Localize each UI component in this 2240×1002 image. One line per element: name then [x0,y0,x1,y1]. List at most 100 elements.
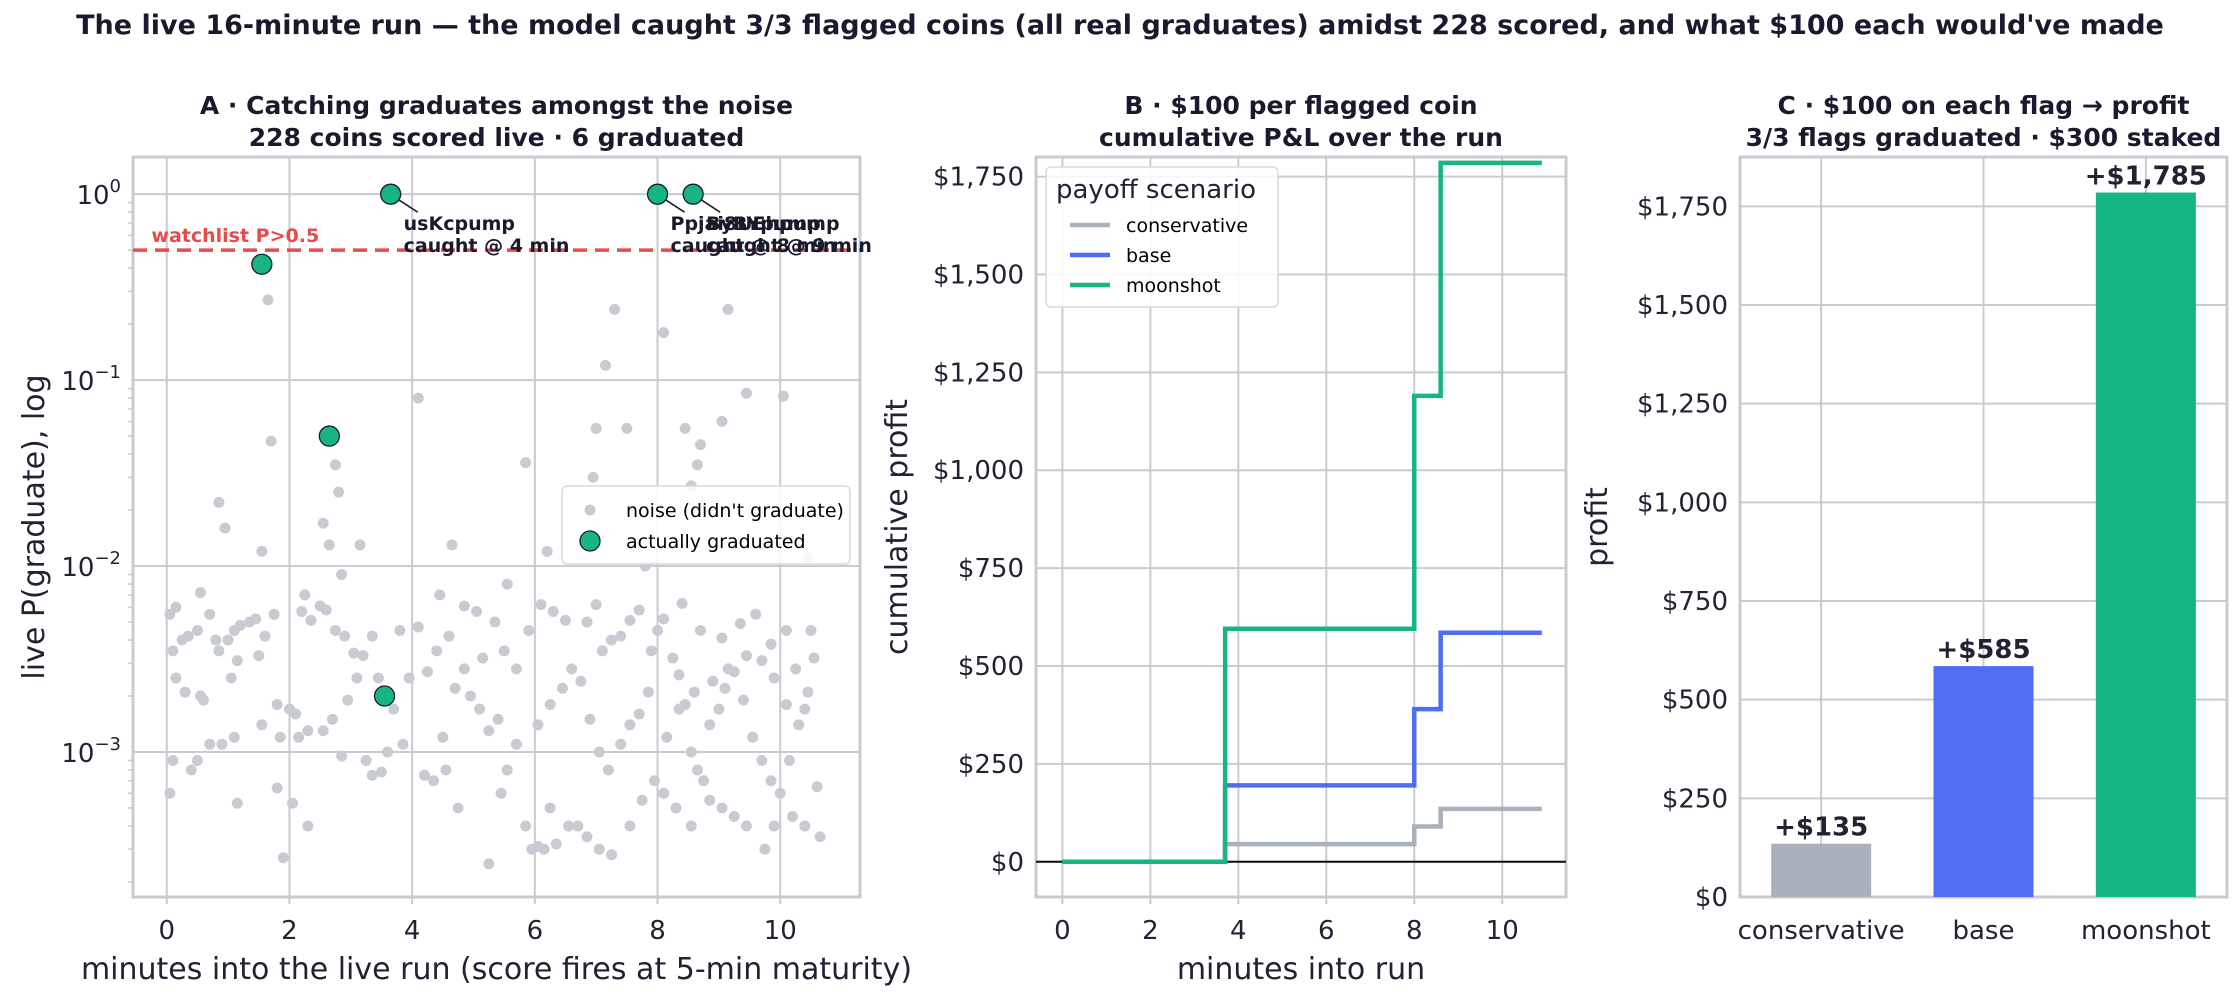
noise-point [728,810,740,822]
noise-point [673,703,685,715]
noise-point [609,303,621,315]
noise-point [780,699,792,711]
panel-b-y-tick-label: $1,250 [933,358,1024,388]
noise-point [716,802,728,814]
noise-point [198,694,210,706]
noise-point [541,545,553,557]
series-line-moonshot [1062,160,1542,865]
noise-point [765,638,777,650]
noise-point [492,713,504,725]
noise-point [750,608,762,620]
noise-point [259,630,271,642]
panel-a-legend [561,485,851,565]
noise-point [596,645,608,657]
noise-point [256,545,268,557]
panel-a-title-line-2: 228 coins scored live · 6 graduated [249,123,744,152]
noise-point [326,713,338,725]
panel-c-y-tick-label: $1,250 [1637,390,1728,420]
noise-point [394,625,406,637]
noise-point [606,634,618,646]
noise-point [440,764,452,776]
noise-point [658,787,670,799]
panel-b-x-axis-label: minutes into run [1177,952,1425,987]
noise-point [228,731,240,743]
noise-point [685,820,697,832]
noise-point [293,731,305,743]
panel-c-y-tick-label: $0 [1695,883,1728,913]
panel-a-x-tick-label: 6 [527,916,544,946]
noise-point [716,415,728,427]
noise-point [262,294,274,306]
noise-point [624,719,636,731]
noise-point [375,766,387,778]
noise-point [219,522,231,534]
noise-point [329,459,341,471]
noise-point [615,738,627,750]
noise-point [768,672,780,684]
noise-point [590,422,602,434]
panel-b-y-tick-label: $1,500 [933,260,1024,290]
noise-point [510,663,522,675]
graduated-point [251,253,273,275]
noise-point [544,699,556,711]
panel-a-x-tick-label: 0 [158,916,175,946]
noise-point [780,625,792,637]
panel-b-y-tick-label: $0 [991,848,1024,878]
bar-base [1933,666,2034,897]
noise-point [808,652,820,664]
noise-point [642,686,654,698]
noise-point [185,764,197,776]
panel-b-x-tick-label: 4 [1230,916,1247,946]
noise-point [774,787,786,799]
noise-point [523,625,535,637]
noise-point [268,608,280,620]
noise-point [501,764,513,776]
noise-point [265,435,277,447]
panel-b-y-tick-label: $500 [958,652,1024,682]
noise-point [606,849,618,861]
noise-point [191,625,203,637]
panel-c-y-tick-label: $1,000 [1637,488,1728,518]
noise-point [357,650,369,662]
noise-point [366,630,378,642]
noise-point [397,738,409,750]
panel-a-x-tick-label: 10 [764,916,797,946]
noise-point [636,794,648,806]
noise-point [477,652,489,664]
annotation-text: Ppjai8UEhpump [671,213,840,235]
noise-point [167,754,179,766]
panel-a-y-tick-label: 10−1 [61,362,121,397]
panel-b-title-line-2: cumulative P&L over the run [1099,123,1503,152]
noise-point [412,621,424,633]
noise-point [722,303,734,315]
noise-point [182,630,194,642]
noise-point [688,686,700,698]
noise-point [194,587,206,599]
noise-point [403,672,415,684]
graduated-point [682,183,704,205]
noise-point [790,663,802,675]
noise-point [366,769,378,781]
panel-c-y-tick-label: $1,500 [1637,291,1728,321]
panel-b-frame [1034,155,1568,899]
noise-point [446,539,458,551]
noise-point [372,672,384,684]
noise-point [305,614,317,626]
panel-a-y-tick-label: 10−3 [61,734,121,769]
noise-point [658,327,670,339]
noise-point [694,625,706,637]
noise-point [747,731,759,743]
noise-point [296,605,308,617]
noise-point [811,781,823,793]
noise-point [342,694,354,706]
annotation-text: caught @ 9 min [706,235,872,257]
noise-point [584,713,596,725]
noise-point [673,669,685,681]
bar-value-label-conservative: +$135 [1774,813,1868,843]
noise-point [299,589,311,601]
noise-point [691,459,703,471]
noise-point [520,820,532,832]
bar-value-label-moonshot: +$1,785 [2085,162,2207,192]
noise-point [590,599,602,611]
noise-point [443,630,455,642]
